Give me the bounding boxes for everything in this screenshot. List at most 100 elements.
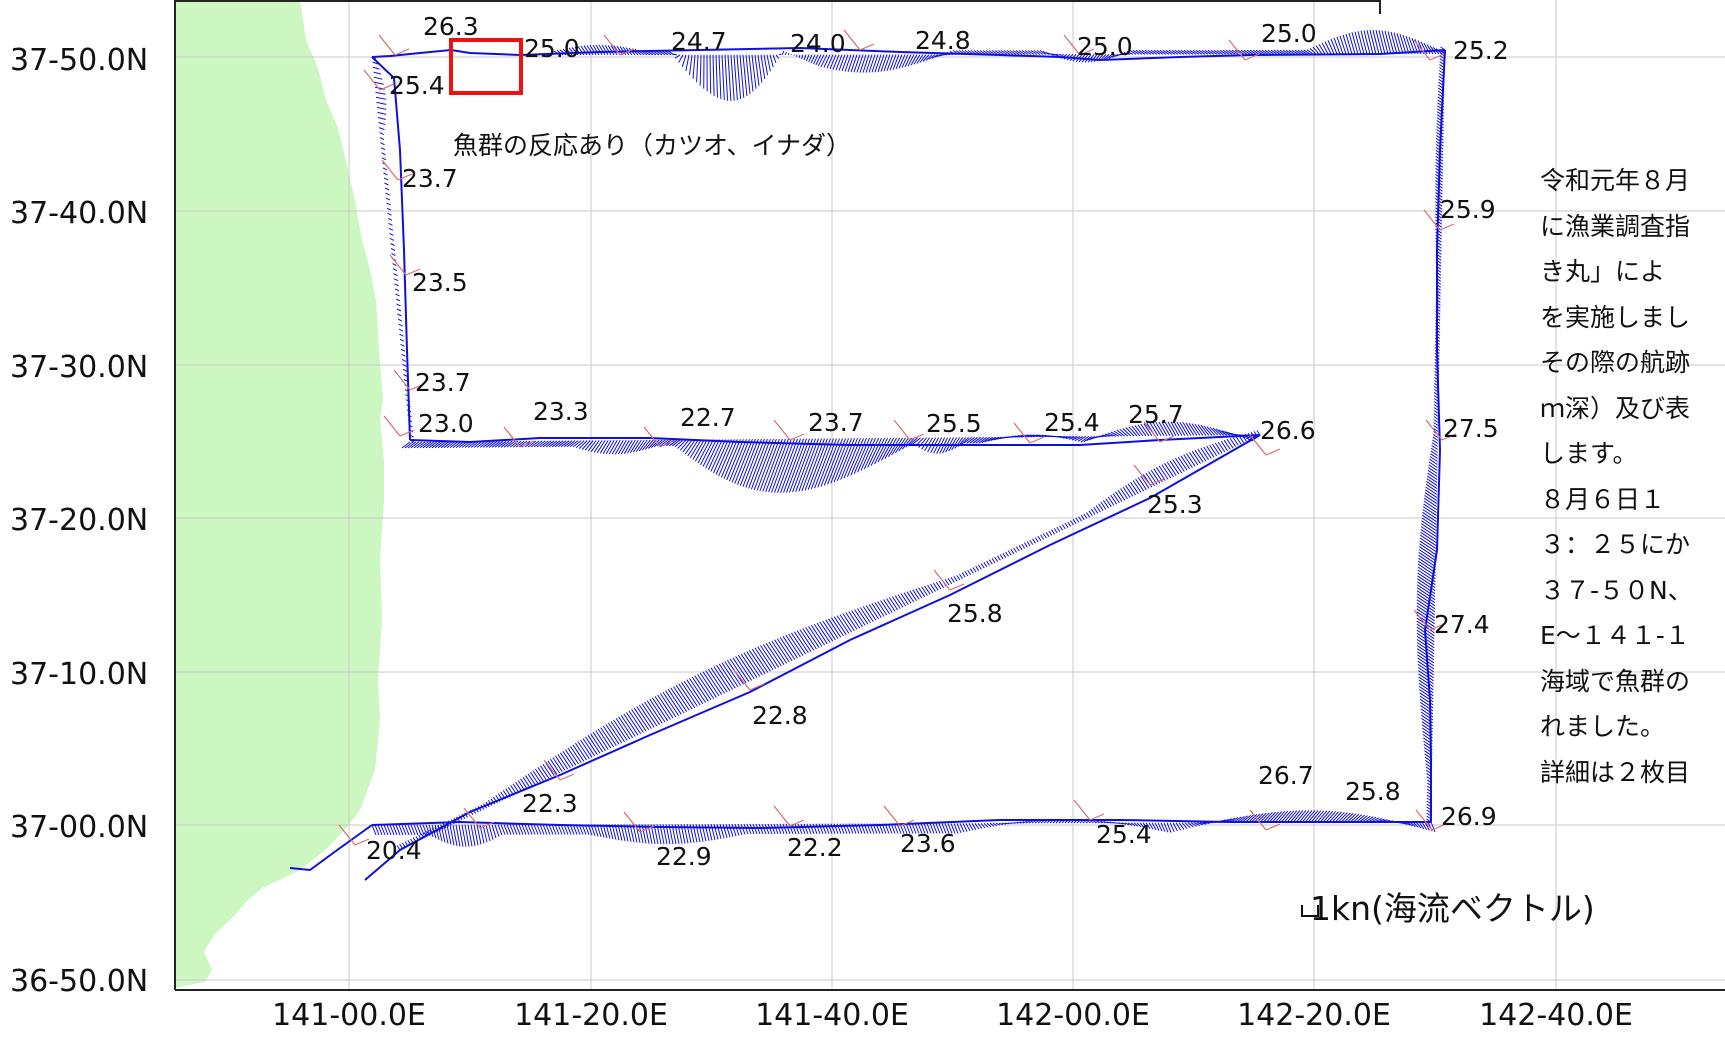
current-vector: [790, 632, 807, 655]
current-vector: [832, 54, 840, 70]
temp-label: 20.4: [366, 836, 422, 865]
current-vector: [419, 441, 429, 449]
current-vector: [776, 823, 782, 835]
current-vector: [1271, 811, 1283, 823]
current-vector: [1194, 449, 1204, 463]
current-vector: [674, 439, 684, 447]
current-vector: [713, 666, 731, 692]
current-vector: [410, 441, 420, 449]
current-vector: [1140, 423, 1150, 437]
current-vector: [1165, 49, 1173, 55]
current-vector: [984, 436, 993, 443]
current-vector: [625, 712, 642, 735]
wind-tick: [909, 433, 925, 441]
current-vector: [1429, 458, 1438, 465]
current-vector: [497, 440, 507, 448]
current-vector: [687, 439, 699, 457]
current-vector: [1431, 442, 1439, 447]
current-vector: [863, 437, 880, 470]
temp-label: 22.2: [787, 833, 843, 862]
temp-label: 23.0: [418, 409, 474, 438]
current-vector: [1420, 526, 1437, 538]
current-vector: [1176, 421, 1186, 436]
current-vector: [1182, 422, 1192, 436]
current-vector: [764, 823, 770, 835]
note-line: ８月６日１: [1540, 484, 1666, 514]
current-vector: [1175, 822, 1182, 831]
current-vector: [667, 689, 685, 714]
wind-tick: [1063, 34, 1081, 56]
current-vector: [506, 824, 512, 835]
current-vector: [705, 439, 720, 469]
current-vector: [1318, 43, 1326, 55]
current-vector: [966, 436, 976, 444]
current-vector: [871, 54, 879, 73]
current-vector: [901, 54, 909, 68]
current-vector: [596, 440, 606, 454]
current-vector: [452, 824, 458, 846]
current-vector: [1150, 49, 1158, 55]
current-vector: [1282, 49, 1290, 55]
current-vector: [1023, 542, 1028, 548]
wind-tick: [399, 429, 415, 437]
current-vector: [1045, 532, 1050, 538]
current-vector: [953, 823, 959, 834]
current-vector: [1422, 511, 1437, 523]
current-vector: [1122, 486, 1131, 498]
current-vector: [628, 710, 644, 733]
current-vector: [659, 439, 669, 447]
current-vector: [380, 824, 386, 836]
wind-tick: [639, 825, 655, 833]
current-vector: [395, 824, 401, 836]
current-vector: [494, 440, 504, 448]
current-vector: [1206, 445, 1215, 458]
current-vector: [398, 824, 404, 836]
current-vector: [1174, 49, 1182, 55]
current-vector: [736, 54, 742, 100]
current-vector: [944, 823, 950, 834]
current-vector: [482, 440, 492, 448]
current-vector: [1122, 428, 1132, 437]
current-vector: [886, 54, 894, 71]
fish-school-highlight: [449, 38, 523, 95]
current-vector: [718, 663, 736, 689]
current-vector: [392, 824, 398, 836]
survey-note: 令和元年８月 に漁業調査指 き丸」によ を実施しまし その際の航跡 ｍ深）及び表 します。 ８…: [1540, 158, 1725, 795]
current-vector: [856, 54, 864, 73]
current-vector: [1051, 529, 1055, 535]
current-vector: [491, 824, 497, 839]
current-vector: [1155, 421, 1165, 437]
current-vector: [1132, 480, 1142, 493]
current-vector: [1419, 537, 1437, 550]
current-vector: [881, 437, 895, 461]
current-vector: [1042, 533, 1047, 539]
current-vector: [601, 44, 609, 56]
current-vector: [765, 438, 786, 493]
current-vector: [1181, 822, 1188, 829]
temp-label: 22.8: [752, 701, 808, 730]
current-vector: [1418, 557, 1436, 571]
current-vector: [796, 630, 812, 652]
current-vector: [710, 667, 728, 693]
current-vector: [1026, 541, 1031, 547]
current-vector: [1430, 821, 1436, 833]
current-vector: [518, 824, 524, 835]
current-vector: [1393, 32, 1401, 55]
current-vector: [1297, 49, 1305, 55]
current-vector: [862, 606, 874, 622]
note-line: に漁業調査指: [1540, 211, 1691, 241]
current-vector: [1184, 822, 1191, 829]
current-vector: [419, 824, 425, 836]
current-vector: [574, 742, 588, 761]
current-vector: [850, 54, 858, 73]
current-vector: [751, 648, 769, 673]
current-vector: [977, 822, 983, 829]
current-vector: [980, 822, 986, 829]
wind-tick: [623, 811, 641, 833]
current-vector: [1363, 30, 1371, 55]
current-vector: [768, 641, 785, 665]
ship-tracks: [289, 46, 1446, 881]
current-vector: [1196, 822, 1204, 826]
current-vector: [1325, 811, 1337, 823]
current-vector: [446, 441, 456, 449]
